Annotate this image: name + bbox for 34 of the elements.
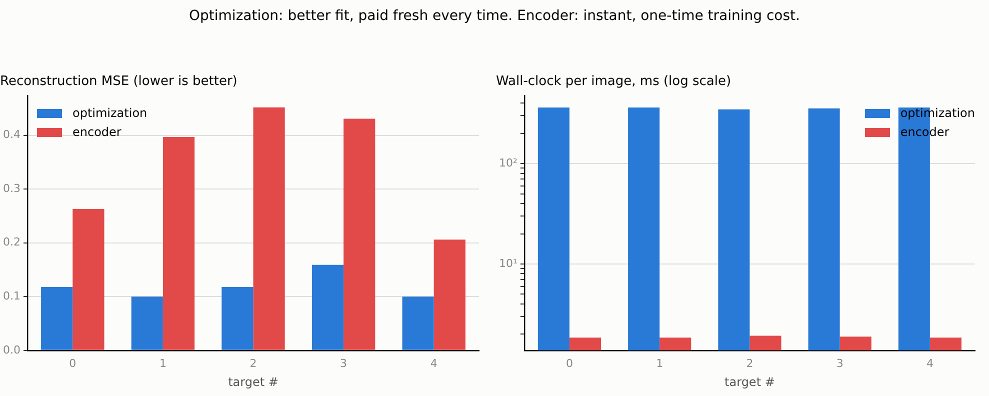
x-tick-label: 2 bbox=[250, 356, 257, 370]
bar bbox=[434, 240, 466, 350]
x-tick-label: 2 bbox=[746, 356, 754, 370]
y-tick-label: 0.2 bbox=[2, 236, 20, 249]
text: Optimization: better fit, paid fresh every time. Encoder: instant, one-time training cost. bbox=[188, 8, 801, 24]
x-tick-label: 0 bbox=[566, 356, 573, 370]
bar bbox=[162, 136, 195, 350]
bar bbox=[222, 286, 254, 350]
x-tick-label: 3 bbox=[836, 356, 844, 370]
x-axis-title: target # bbox=[228, 374, 278, 389]
x-tick-label: 0 bbox=[69, 356, 76, 370]
bar bbox=[72, 209, 104, 350]
y-tick-label: 0.3 bbox=[2, 182, 20, 195]
x-tick-label: 4 bbox=[926, 356, 934, 370]
y-tick-label: 10¹ bbox=[498, 256, 518, 270]
bar bbox=[312, 264, 344, 350]
legend-label: optimization bbox=[72, 106, 148, 120]
x-tick-label: 4 bbox=[430, 356, 438, 370]
chart-title: Reconstruction MSE (lower is better) bbox=[0, 74, 238, 90]
y-tick-label: 10² bbox=[498, 156, 518, 170]
y-tick-label: 0.1 bbox=[2, 290, 20, 303]
x-tick-label: 1 bbox=[656, 356, 664, 370]
bar bbox=[131, 296, 163, 350]
chart-title: Wall-clock per image, ms (log scale) bbox=[496, 74, 732, 90]
bar bbox=[253, 107, 285, 350]
y-tick-label: 0.0 bbox=[2, 343, 20, 356]
bar bbox=[41, 286, 73, 350]
x-tick-label: 3 bbox=[340, 356, 348, 370]
x-tick-label: 1 bbox=[159, 356, 166, 370]
y-tick-label: 0.4 bbox=[2, 128, 20, 142]
bar bbox=[344, 118, 376, 350]
bar bbox=[402, 296, 434, 350]
legend-label: encoder bbox=[72, 125, 122, 140]
x-axis-title: target # bbox=[724, 374, 775, 389]
